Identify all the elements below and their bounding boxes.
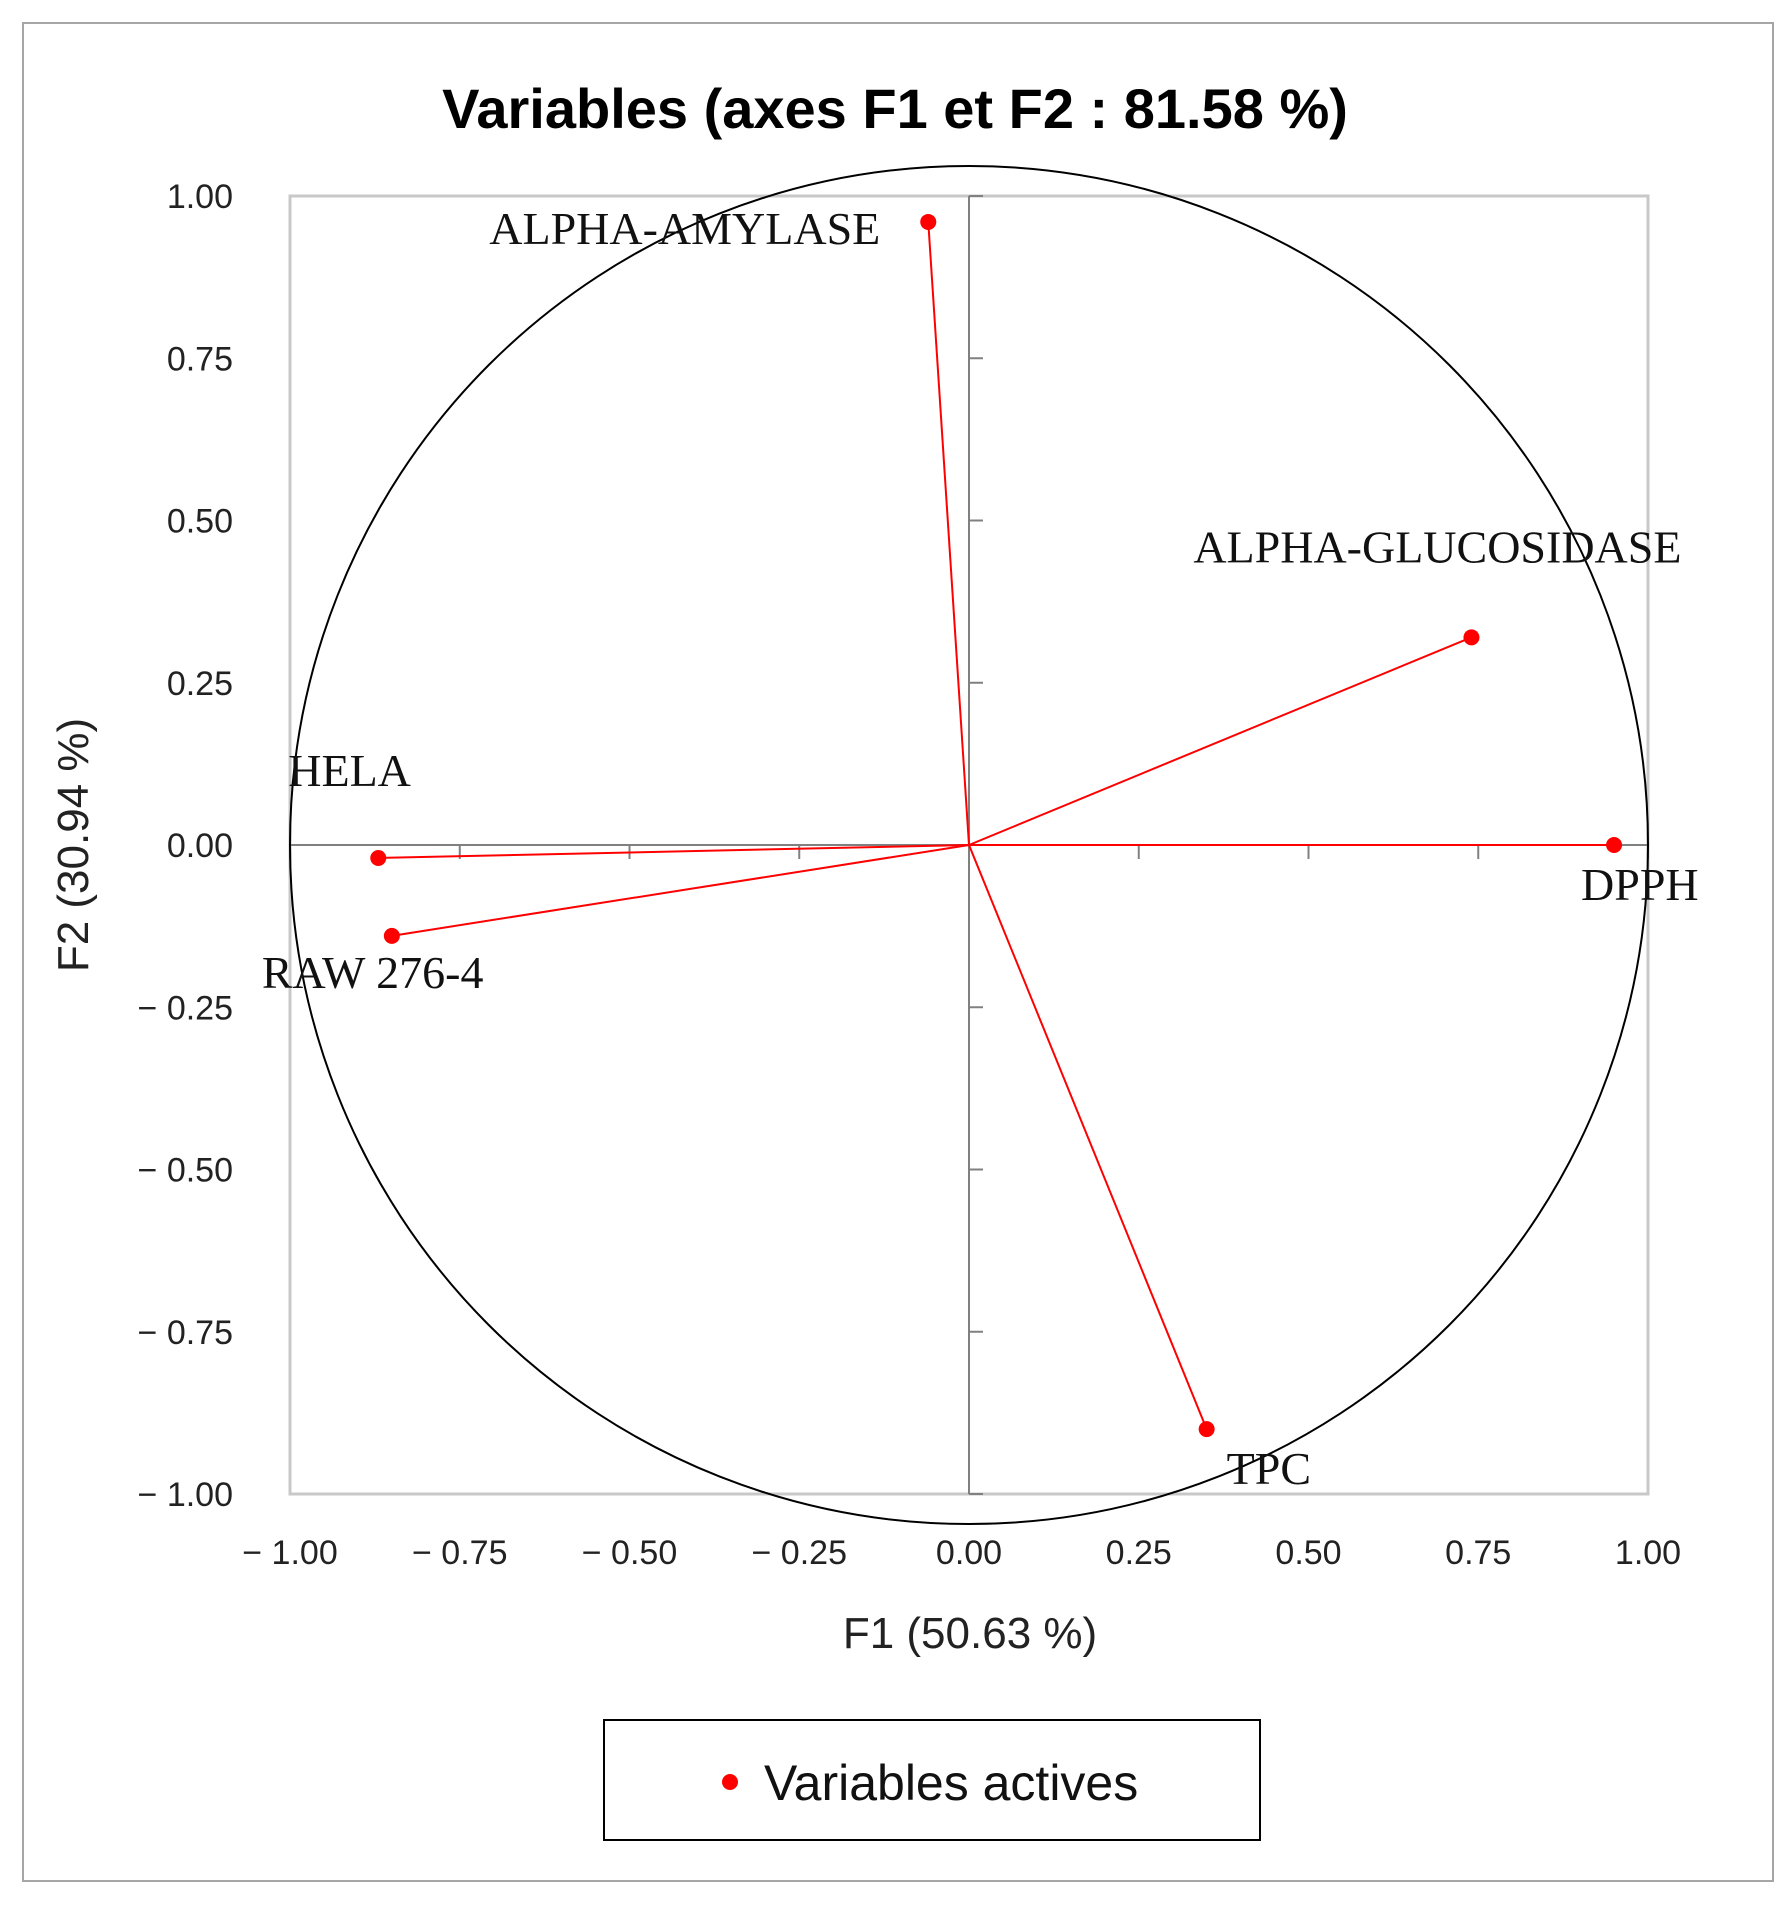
y-axis-label: F2 (30.94 %): [49, 718, 98, 972]
y-tick-label: − 0.50: [138, 1152, 233, 1190]
legend-box: [603, 1719, 1261, 1841]
variable-vectors: [378, 221, 1615, 1430]
point-alpha-amylase: [920, 213, 937, 230]
legend-label: Variables actives: [764, 1755, 1138, 1811]
x-axis-ticks: − 1.00 − 0.75 − 0.50 − 0.25 0.00 0.25 0.50 0.75…: [242, 845, 1681, 1572]
vector-alpha-amylase: [927, 221, 970, 846]
x-tick-label: 0.00: [936, 1534, 1002, 1572]
legend-marker: [722, 1774, 738, 1790]
x-axis-label: F1 (50.63 %): [843, 1609, 1097, 1658]
x-tick-label: − 0.50: [582, 1534, 677, 1572]
point-hela: [370, 849, 387, 866]
point-raw-276-4: [383, 927, 400, 944]
chart-frame: [22, 22, 1774, 1882]
vector-tpc: [968, 844, 1208, 1430]
legend: Variables actives: [603, 1719, 1261, 1841]
x-tick-label: 0.50: [1275, 1534, 1341, 1572]
variable-labels: ALPHA-AMYLASE ALPHA-GLUCOSIDASE HELA RAW 27…: [262, 203, 1699, 1494]
vector-hela: [378, 844, 970, 859]
label-dpph: DPPH: [1581, 859, 1699, 910]
x-tick-label: 1.00: [1615, 1534, 1681, 1572]
x-tick-label: − 0.75: [412, 1534, 507, 1572]
y-tick-label: − 0.25: [138, 989, 233, 1027]
y-tick-label: 0.75: [167, 340, 233, 378]
y-tick-label: 1.00: [167, 178, 233, 216]
x-tick-label: − 1.00: [242, 1534, 337, 1572]
y-tick-label: 0.00: [167, 827, 233, 865]
label-raw-276-4: RAW 276-4: [262, 947, 484, 998]
label-hela: HELA: [288, 745, 411, 796]
point-dpph: [1606, 837, 1623, 853]
y-tick-label: 0.50: [167, 503, 233, 541]
label-tpc: TPC: [1227, 1443, 1311, 1494]
y-tick-label: − 1.00: [138, 1476, 233, 1514]
correlation-circle: [289, 165, 1649, 1525]
vector-alpha-glucosidase: [968, 636, 1472, 846]
vector-raw-276-4: [391, 844, 970, 937]
label-alpha-amylase: ALPHA-AMYLASE: [489, 203, 880, 254]
variable-points: [370, 213, 1623, 1438]
x-tick-label: 0.75: [1445, 1534, 1511, 1572]
y-tick-label: 0.25: [167, 665, 233, 703]
y-tick-label: − 0.75: [138, 1314, 233, 1352]
point-alpha-glucosidase: [1463, 629, 1480, 646]
x-tick-label: 0.25: [1106, 1534, 1172, 1572]
label-alpha-glucosidase: ALPHA-GLUCOSIDASE: [1193, 521, 1681, 572]
point-tpc: [1198, 1421, 1215, 1438]
x-tick-label: − 0.25: [752, 1534, 847, 1572]
y-axis-ticks: 1.00 0.75 0.50 0.25 0.00 − 0.25 − 0.50 − 0.75 − …: [138, 178, 983, 1514]
chart-title: Variables (axes F1 et F2 : 81.58 %): [442, 77, 1348, 140]
